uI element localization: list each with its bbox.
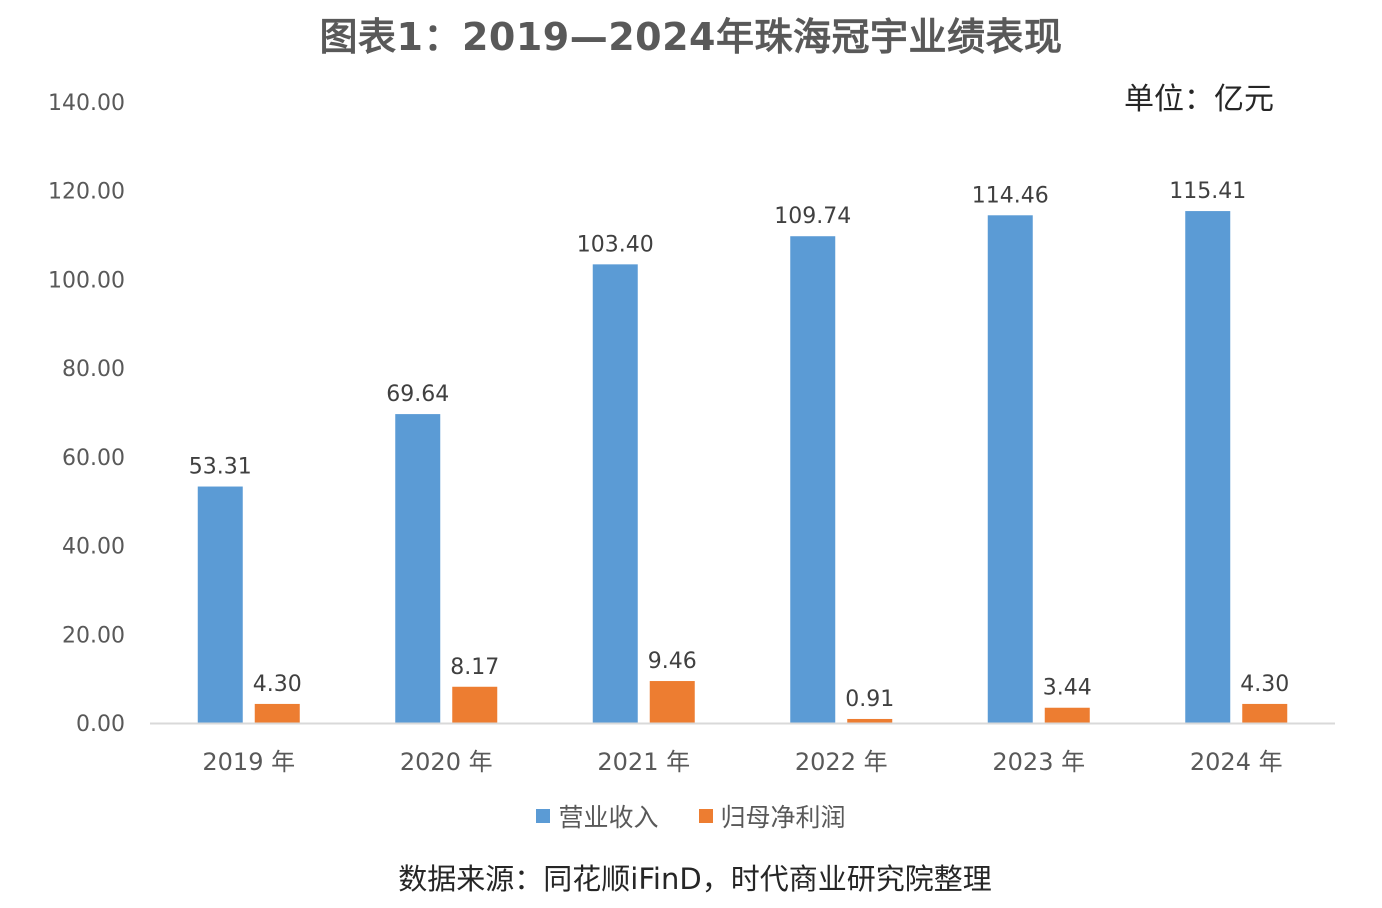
x-tick-label: 2021 年 <box>597 748 690 776</box>
data-label-net-profit: 4.30 <box>1240 672 1289 697</box>
x-tick-label: 2020 年 <box>400 748 493 776</box>
data-label-net-profit: 4.30 <box>253 672 302 697</box>
data-label-revenue: 114.46 <box>972 183 1049 208</box>
data-label-revenue: 69.64 <box>386 382 449 407</box>
legend: 营业收入 归母净利润 <box>0 798 1382 834</box>
x-tick-label: 2023 年 <box>992 748 1085 776</box>
data-label-net-profit: 9.46 <box>648 649 697 674</box>
legend-swatch-net-profit <box>698 809 713 823</box>
x-tick-label: 2022 年 <box>795 748 888 776</box>
legend-swatch-revenue <box>536 809 551 823</box>
data-label-revenue: 109.74 <box>774 204 851 229</box>
y-tick-label: 140.00 <box>48 91 125 116</box>
y-tick-label: 100.00 <box>48 268 125 293</box>
bar-revenue <box>395 414 441 723</box>
bar-net-profit <box>649 681 695 723</box>
bar-net-profit <box>452 686 498 723</box>
bar-revenue <box>197 486 243 723</box>
unit-label: 单位：亿元 <box>1124 82 1274 117</box>
y-tick-label: 0.00 <box>76 712 125 737</box>
data-label-net-profit: 3.44 <box>1043 676 1092 701</box>
data-label-net-profit: 0.91 <box>845 687 894 712</box>
bar-net-profit <box>1242 703 1288 723</box>
bar-net-profit <box>847 718 893 723</box>
legend-item-revenue: 营业收入 <box>536 798 659 834</box>
y-tick-label: 40.00 <box>62 535 125 560</box>
bar-revenue <box>1185 211 1231 723</box>
bar-revenue <box>987 215 1033 723</box>
y-tick-label: 120.00 <box>48 180 125 205</box>
x-tick-label: 2024 年 <box>1190 748 1283 776</box>
data-label-net-profit: 8.17 <box>450 655 499 680</box>
chart-plot: 0.00 20.00 40.00 60.00 80.00 100.00 120.00 140.… <box>48 91 1335 776</box>
source-note: 数据来源：同花顺iFinD，时代商业研究院整理 <box>398 862 992 896</box>
bar-net-profit <box>1044 707 1090 723</box>
legend-label-net-profit: 归母净利润 <box>720 803 846 832</box>
data-label-revenue: 53.31 <box>189 455 252 480</box>
data-label-revenue: 103.40 <box>577 232 654 257</box>
y-tick-label: 20.00 <box>62 623 125 648</box>
bar-revenue <box>790 236 836 723</box>
bar-net-profit <box>254 703 300 723</box>
legend-item-net-profit: 归母净利润 <box>698 798 846 834</box>
chart-title: 图表1：2019—2024年珠海冠宇业绩表现 <box>319 15 1063 59</box>
legend-label-revenue: 营业收入 <box>558 803 659 832</box>
x-tick-label: 2019 年 <box>202 748 295 776</box>
x-axis-labels: 2019 年 2020 年 2021 年 2022 年 2023 年 2024 年 <box>202 748 1282 776</box>
data-label-revenue: 115.41 <box>1169 179 1246 204</box>
data-labels: 53.31 4.30 69.64 8.17 103.40 9.46 109.74 0.91 11… <box>189 179 1289 712</box>
y-axis-labels: 0.00 20.00 40.00 60.00 80.00 100.00 120.00 140.… <box>48 91 125 737</box>
bars <box>197 211 1288 723</box>
bar-revenue <box>592 264 638 723</box>
y-tick-label: 80.00 <box>62 357 125 382</box>
y-tick-label: 60.00 <box>62 446 125 471</box>
